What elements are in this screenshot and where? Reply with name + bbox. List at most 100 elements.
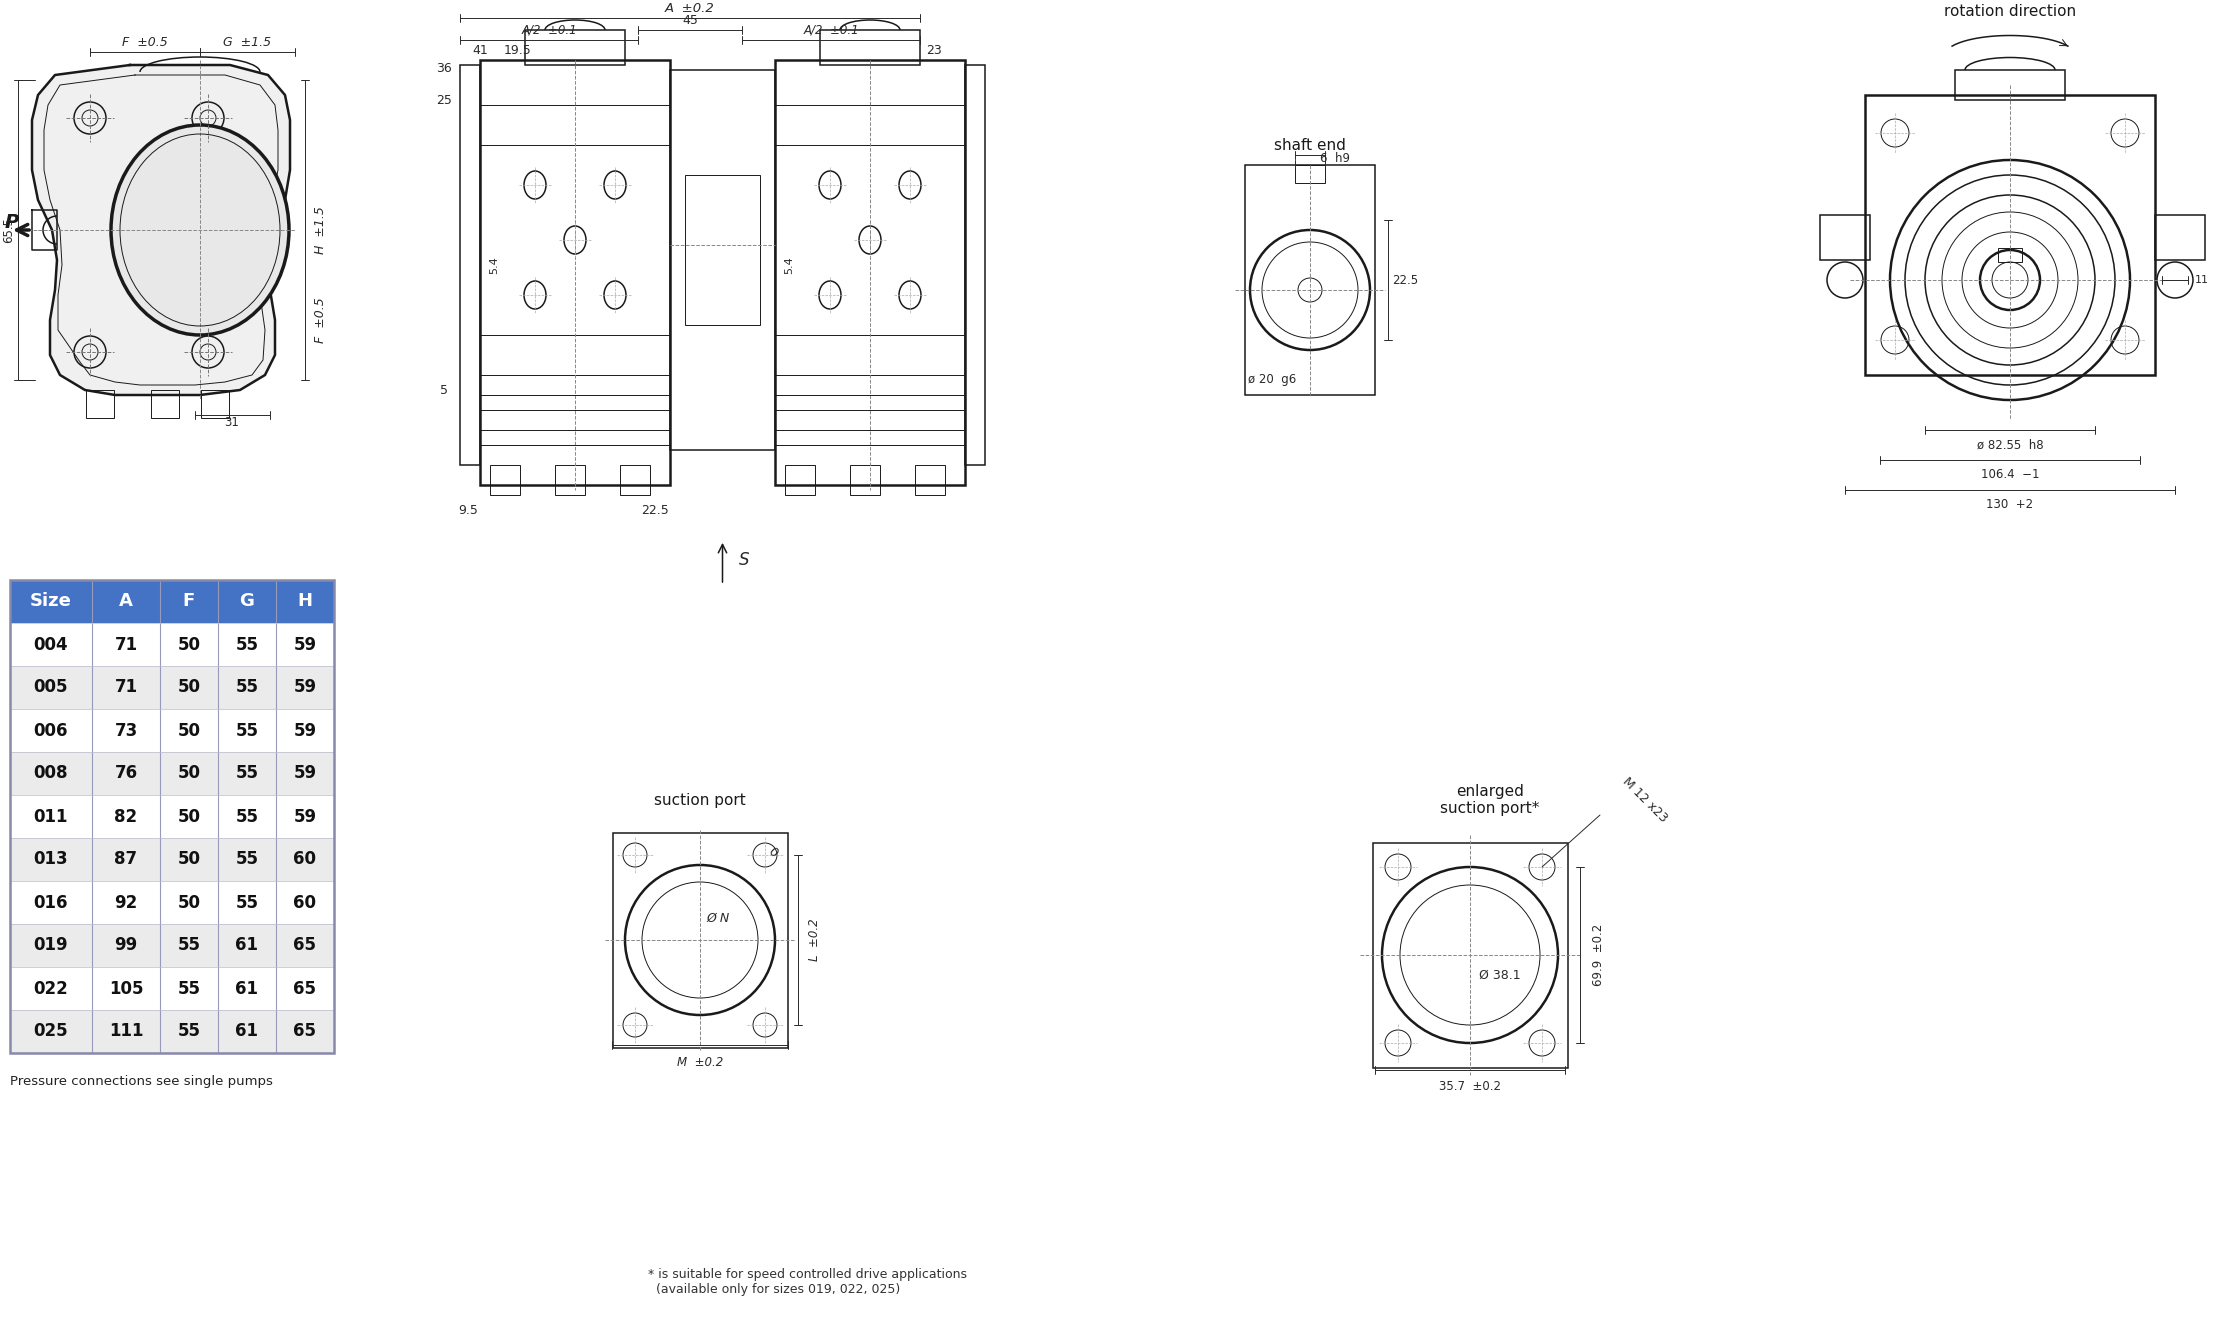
Bar: [218, 667, 276, 710]
Text: 9.5: 9.5: [458, 504, 478, 516]
Text: 5.4: 5.4: [489, 257, 500, 274]
Text: 41: 41: [471, 43, 489, 56]
Bar: [276, 966, 333, 1009]
Text: 004: 004: [33, 636, 69, 653]
Text: * is suitable for speed controlled drive applications
  (available only for size: * is suitable for speed controlled drive…: [649, 1267, 967, 1296]
Text: Ø N: Ø N: [707, 911, 729, 925]
Bar: [491, 465, 520, 495]
Text: 55: 55: [236, 636, 258, 653]
Bar: [11, 882, 91, 925]
Bar: [276, 925, 333, 966]
Text: 013: 013: [33, 851, 69, 868]
Bar: [11, 966, 91, 1009]
Text: 011: 011: [33, 808, 69, 825]
Text: S: S: [740, 551, 749, 569]
Text: 60: 60: [293, 894, 316, 911]
Bar: [11, 753, 91, 796]
Bar: [1244, 165, 1375, 395]
Bar: [160, 624, 218, 667]
Text: G: G: [240, 593, 256, 610]
Text: 55: 55: [236, 679, 258, 696]
Text: 59: 59: [293, 679, 316, 696]
Text: 019: 019: [33, 937, 69, 954]
Bar: [218, 839, 276, 882]
Text: 111: 111: [109, 1023, 142, 1040]
Text: 59: 59: [293, 765, 316, 782]
Text: H  ±1.5: H ±1.5: [313, 206, 327, 254]
Text: 008: 008: [33, 765, 69, 782]
Bar: [160, 796, 218, 839]
Text: F  ±0.5: F ±0.5: [313, 297, 327, 343]
Text: 016: 016: [33, 894, 69, 911]
Bar: [218, 925, 276, 966]
Text: 59: 59: [293, 808, 316, 825]
Text: 130  +2: 130 +2: [1986, 499, 2033, 512]
Bar: [613, 833, 789, 1048]
Text: 60: 60: [293, 851, 316, 868]
Bar: [1295, 165, 1324, 183]
Bar: [915, 465, 944, 495]
Bar: [218, 796, 276, 839]
Text: 5: 5: [440, 383, 449, 396]
Bar: [218, 1009, 276, 1052]
Bar: [2155, 215, 2204, 259]
Text: 65: 65: [293, 937, 316, 954]
Text: 55: 55: [236, 894, 258, 911]
Bar: [218, 966, 276, 1009]
Text: 005: 005: [33, 679, 69, 696]
Text: M  ±0.2: M ±0.2: [678, 1055, 722, 1068]
Bar: [276, 624, 333, 667]
Text: 50: 50: [178, 722, 200, 739]
Text: 65: 65: [293, 980, 316, 997]
Bar: [87, 390, 113, 418]
Bar: [160, 710, 218, 753]
Text: 61: 61: [236, 980, 258, 997]
Bar: [964, 65, 984, 465]
Text: 82: 82: [116, 808, 138, 825]
Bar: [775, 60, 964, 485]
Text: 76: 76: [116, 765, 138, 782]
Bar: [11, 624, 91, 667]
Text: 71: 71: [116, 679, 138, 696]
Bar: [276, 1009, 333, 1052]
Bar: [91, 624, 160, 667]
Bar: [671, 70, 775, 450]
Text: 59: 59: [293, 636, 316, 653]
Text: 31: 31: [224, 415, 240, 429]
Text: 45: 45: [682, 13, 698, 27]
Text: 11: 11: [2195, 276, 2209, 285]
Text: 65.5: 65.5: [2, 216, 16, 243]
Text: G  ±1.5: G ±1.5: [222, 35, 271, 48]
Bar: [556, 465, 584, 495]
Bar: [1373, 843, 1569, 1068]
Bar: [1864, 95, 2155, 375]
Text: 0: 0: [764, 844, 780, 859]
Bar: [151, 390, 180, 418]
Text: 73: 73: [113, 722, 138, 739]
Bar: [218, 624, 276, 667]
Text: 69.9  ±0.2: 69.9 ±0.2: [1591, 923, 1604, 986]
Text: 55: 55: [178, 980, 200, 997]
Text: shaft end: shaft end: [1273, 137, 1347, 152]
Bar: [91, 667, 160, 710]
Bar: [218, 710, 276, 753]
Bar: [460, 65, 480, 465]
Text: 22.5: 22.5: [1391, 273, 1418, 286]
Bar: [1820, 215, 1871, 259]
Bar: [11, 839, 91, 882]
Bar: [276, 796, 333, 839]
Bar: [851, 465, 880, 495]
Bar: [276, 839, 333, 882]
Bar: [11, 796, 91, 839]
Text: 50: 50: [178, 851, 200, 868]
Text: 022: 022: [33, 980, 69, 997]
Bar: [480, 60, 671, 485]
Text: 92: 92: [113, 894, 138, 911]
Text: 55: 55: [178, 937, 200, 954]
Text: 55: 55: [236, 851, 258, 868]
Bar: [524, 30, 624, 65]
Bar: [91, 966, 160, 1009]
Text: 61: 61: [236, 1023, 258, 1040]
Text: 35.7  ±0.2: 35.7 ±0.2: [1440, 1081, 1502, 1094]
Text: Pressure connections see single pumps: Pressure connections see single pumps: [11, 1074, 273, 1087]
